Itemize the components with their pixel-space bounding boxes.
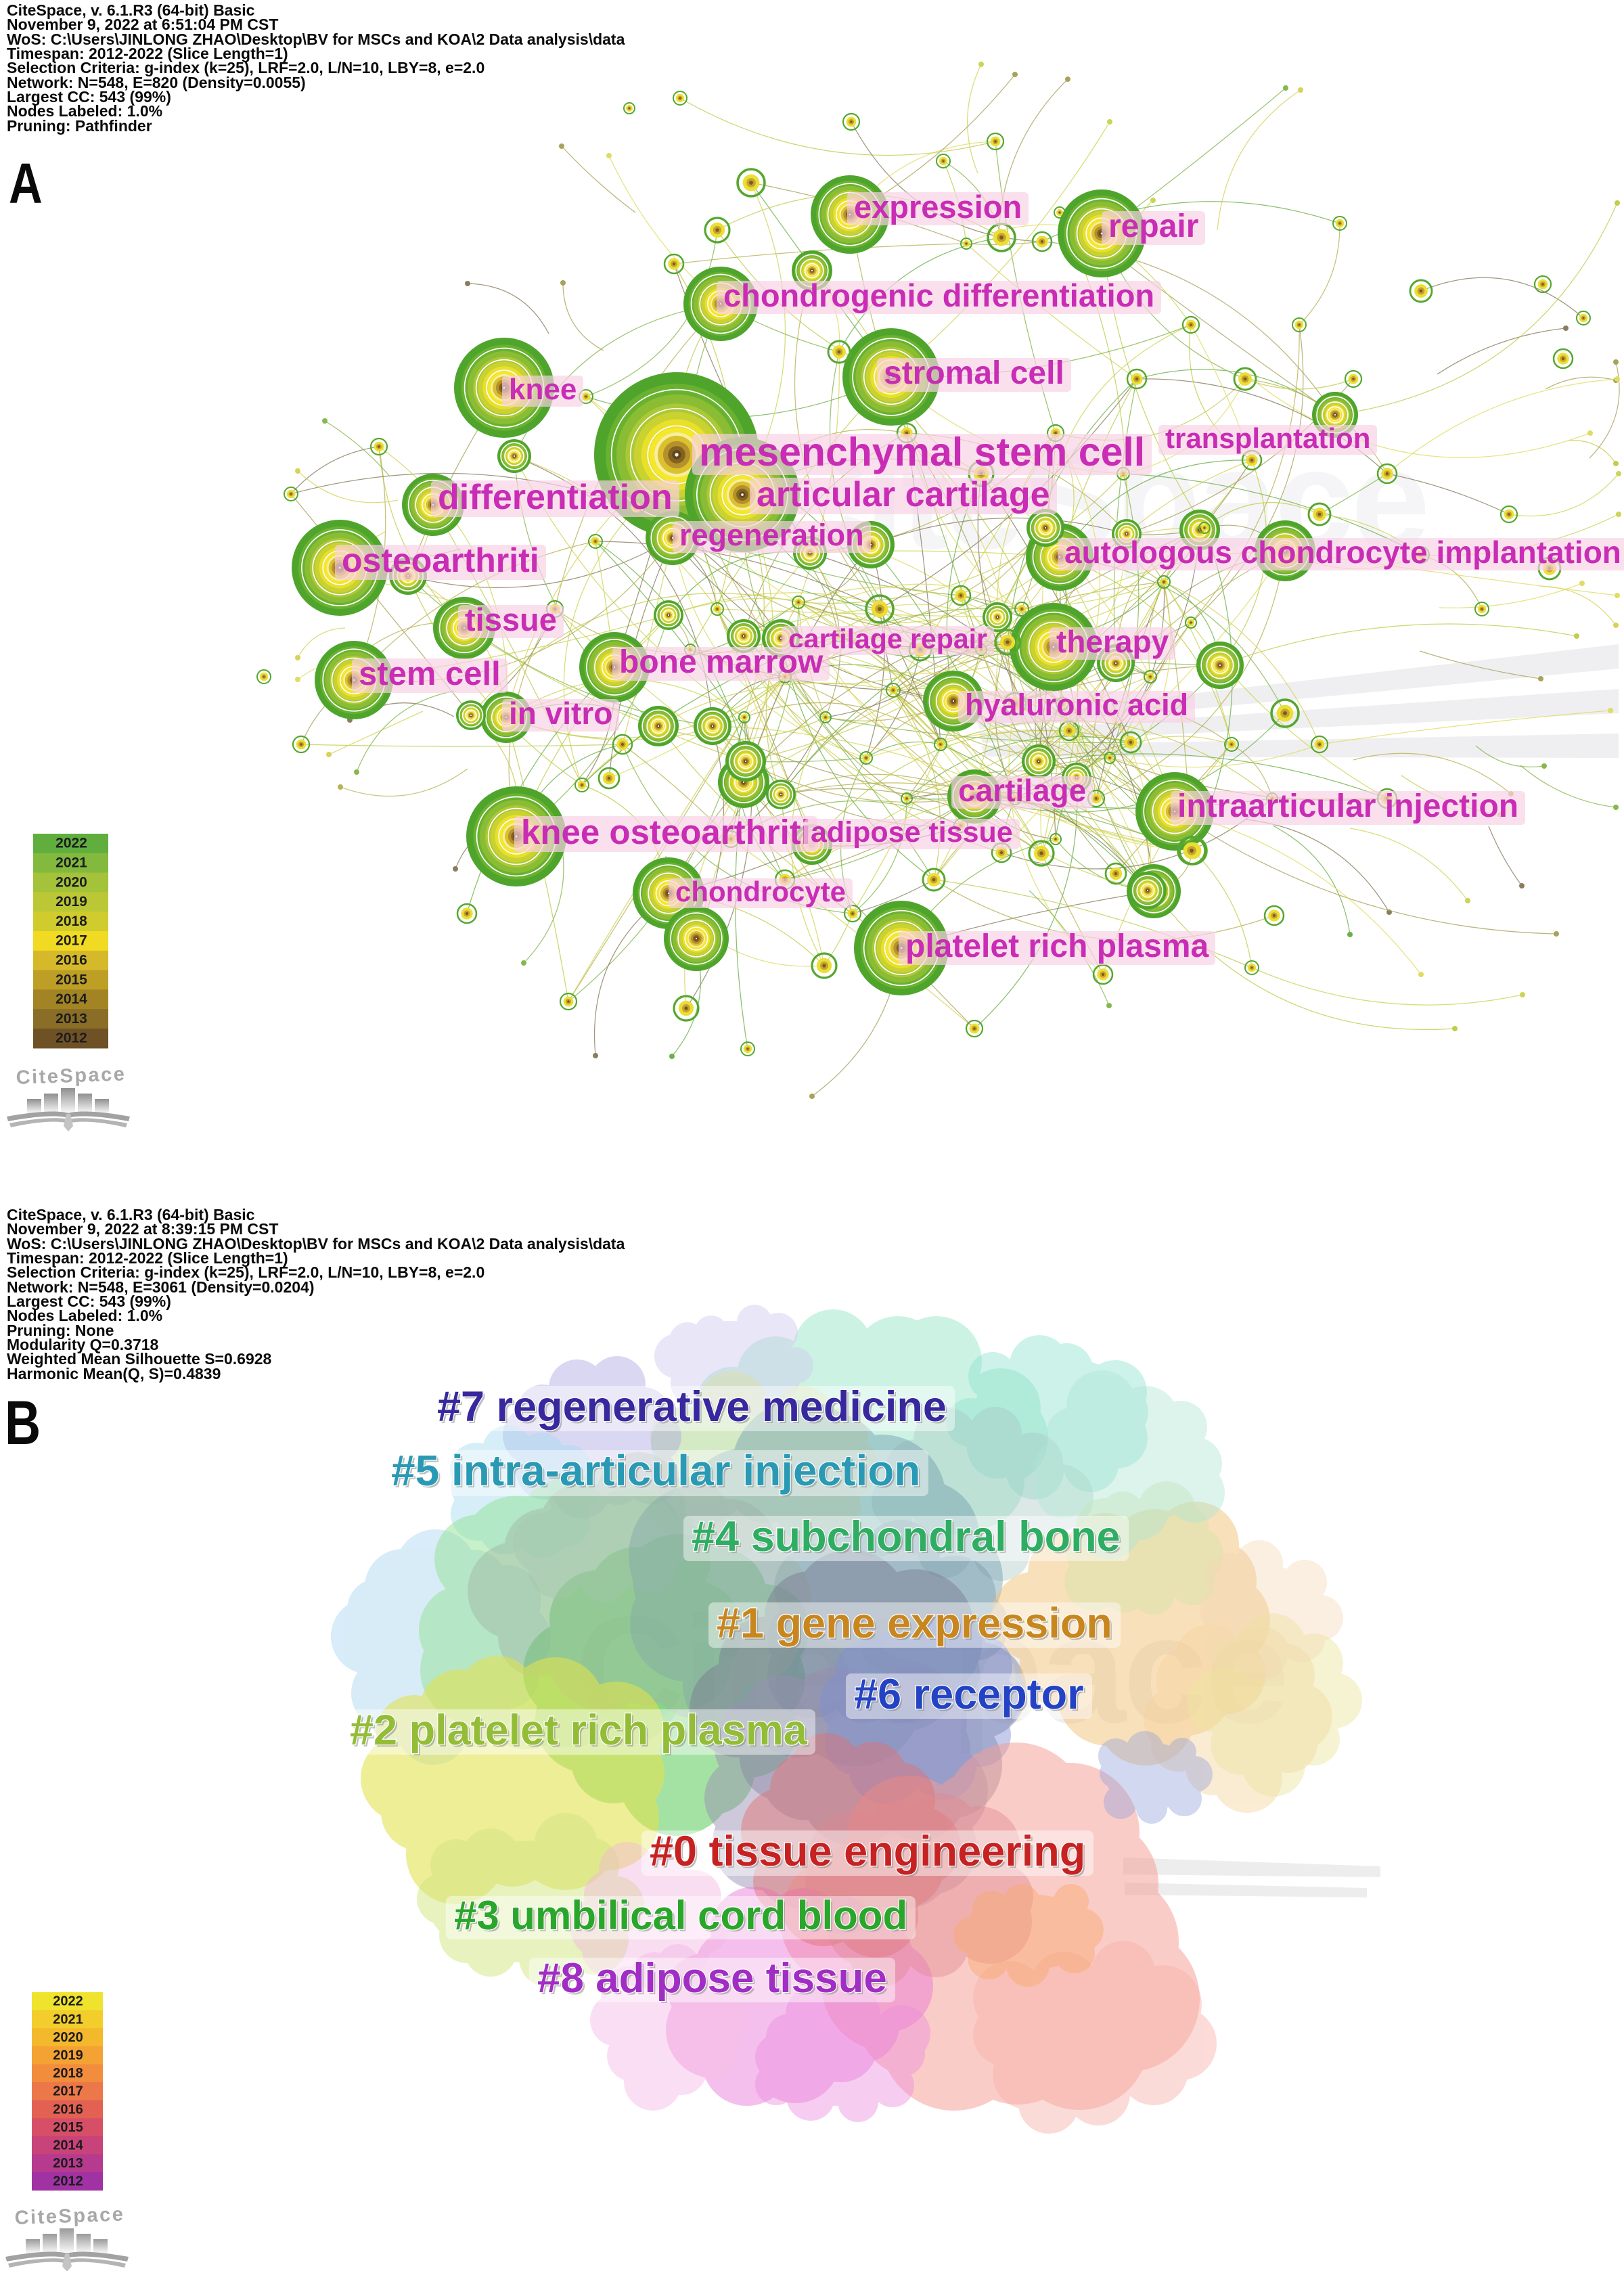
svg-text:hyaluronic acid: hyaluronic acid (965, 688, 1188, 722)
svg-text:2018: 2018 (53, 2066, 83, 2081)
svg-text:cartilage: cartilage (958, 773, 1086, 808)
svg-text:WoS: C:\Users\JINLONG ZHAO\Des: WoS: C:\Users\JINLONG ZHAO\Desktop\BV fo… (7, 1235, 625, 1253)
svg-text:2016: 2016 (55, 953, 87, 968)
svg-text:knee: knee (509, 373, 577, 406)
svg-text:Largest CC: 543 (99%): Largest CC: 543 (99%) (7, 88, 171, 106)
svg-text:#4 subchondral bone: #4 subchondral bone (692, 1513, 1121, 1560)
svg-text:2015: 2015 (53, 2120, 83, 2135)
svg-text:intraarticular injection: intraarticular injection (1177, 788, 1518, 824)
svg-text:#5 intra-articular injection: #5 intra-articular injection (391, 1446, 920, 1495)
svg-text:2013: 2013 (55, 1011, 87, 1027)
svg-text:Pruning: None: Pruning: None (7, 1322, 114, 1339)
svg-text:#3 umbilical cord blood: #3 umbilical cord blood (456, 1895, 909, 1940)
svg-text:CiteSpace: CiteSpace (14, 2203, 125, 2229)
svg-text:chondrocyte: chondrocyte (675, 876, 846, 907)
svg-text:differentiation: differentiation (438, 478, 673, 517)
svg-text:Nodes Labeled: 1.0%: Nodes Labeled: 1.0% (7, 1307, 162, 1324)
svg-text:CiteSpace, v. 6.1.R3 (64-bit): CiteSpace, v. 6.1.R3 (64-bit) Basic (7, 1, 255, 19)
svg-text:expression: expression (854, 189, 1022, 225)
svg-text:#7 regenerative medicine: #7 regenerative medicine (437, 1383, 947, 1431)
svg-text:#3 umbilical cord blood: #3 umbilical cord blood (454, 1893, 907, 1938)
svg-text:2022: 2022 (55, 836, 87, 851)
svg-text:mesenchymal stem cell: mesenchymal stem cell (699, 430, 1145, 474)
svg-text:tissue: tissue (465, 602, 557, 637)
svg-text:platelet rich plasma: platelet rich plasma (905, 928, 1209, 964)
svg-text:transplantation: transplantation (1165, 422, 1370, 454)
svg-text:CiteSpace: CiteSpace (16, 1063, 127, 1089)
svg-text:2022: 2022 (53, 1994, 83, 2009)
svg-text:November 9, 2022 at 6:51:04 PM: November 9, 2022 at 6:51:04 PM CST (7, 16, 278, 33)
svg-text:Selection Criteria: g-index (k: Selection Criteria: g-index (k=25), LRF=… (7, 59, 484, 76)
svg-text:2016: 2016 (53, 2102, 83, 2117)
svg-text:osteoarthriti: osteoarthriti (342, 541, 539, 579)
svg-text:autologous chondrocyte implant: autologous chondrocyte implantation (1064, 535, 1621, 570)
svg-text:#4 subchondral bone: #4 subchondral bone (694, 1515, 1123, 1562)
svg-text:A: A (9, 152, 43, 216)
svg-text:adipose tissue: adipose tissue (811, 816, 1013, 849)
svg-text:Network: N=548, E=3061 (Densit: Network: N=548, E=3061 (Density=0.0204) (7, 1278, 315, 1296)
svg-text:stem cell: stem cell (359, 656, 501, 692)
svg-text:#1 gene expression: #1 gene expression (717, 1600, 1112, 1647)
svg-text:Nodes Labeled: 1.0%: Nodes Labeled: 1.0% (7, 102, 162, 120)
svg-text:November 9, 2022 at 8:39:15 PM: November 9, 2022 at 8:39:15 PM CST (7, 1220, 278, 1238)
svg-text:Weighted Mean Silhouette S=0.6: Weighted Mean Silhouette S=0.6928 (7, 1350, 272, 1368)
svg-text:Timespan: 2012-2022 (Slice Len: Timespan: 2012-2022 (Slice Length=1) (7, 1249, 288, 1267)
svg-text:Network: N=548, E=820 (Density: Network: N=548, E=820 (Density=0.0055) (7, 74, 306, 91)
svg-text:2014: 2014 (53, 2138, 83, 2153)
svg-text:2019: 2019 (55, 894, 87, 909)
svg-text:chondrogenic differentiation: chondrogenic differentiation (723, 277, 1154, 313)
svg-text:2019: 2019 (53, 2048, 83, 2063)
svg-text:knee osteoarthriti: knee osteoarthriti (521, 813, 811, 851)
svg-text:2020: 2020 (55, 874, 87, 890)
svg-text:bone marrow: bone marrow (619, 644, 824, 680)
svg-text:2018: 2018 (55, 914, 87, 929)
svg-text:2020: 2020 (53, 2030, 83, 2045)
svg-text:Modularity Q=0.3718: Modularity Q=0.3718 (7, 1336, 159, 1353)
svg-text:#7 regenerative medicine: #7 regenerative medicine (439, 1385, 949, 1433)
svg-text:articular cartilage: articular cartilage (757, 475, 1050, 514)
svg-text:2012: 2012 (53, 2174, 83, 2189)
svg-text:therapy: therapy (1056, 624, 1169, 659)
svg-text:2017: 2017 (53, 2084, 83, 2099)
svg-text:in vitro: in vitro (509, 696, 612, 731)
svg-text:#0 tissue engineering: #0 tissue engineering (650, 1828, 1085, 1875)
svg-text:repair: repair (1108, 208, 1198, 244)
svg-text:WoS: C:\Users\JINLONG ZHAO\Des: WoS: C:\Users\JINLONG ZHAO\Desktop\BV fo… (7, 30, 625, 48)
svg-text:#8 adipose tissue: #8 adipose tissue (537, 1955, 887, 2002)
svg-text:Harmonic Mean(Q, S)=0.4839: Harmonic Mean(Q, S)=0.4839 (7, 1365, 221, 1382)
svg-text:Selection Criteria: g-index (k: Selection Criteria: g-index (k=25), LRF=… (7, 1263, 484, 1281)
svg-text:2014: 2014 (55, 991, 87, 1007)
svg-text:stromal cell: stromal cell (884, 355, 1064, 391)
svg-text:CiteSpace, v. 6.1.R3 (64-bit): CiteSpace, v. 6.1.R3 (64-bit) Basic (7, 1206, 255, 1223)
svg-text:2021: 2021 (55, 855, 87, 871)
svg-text:2021: 2021 (53, 2012, 83, 2027)
svg-text:#8 adipose tissue: #8 adipose tissue (539, 1957, 889, 2004)
svg-text:2015: 2015 (55, 972, 87, 987)
svg-text:#6 receptor: #6 receptor (854, 1671, 1084, 1718)
svg-text:#2 platelet rich plasma: #2 platelet rich plasma (350, 1707, 808, 1754)
svg-text:regeneration: regeneration (679, 518, 864, 552)
svg-text:B: B (5, 1388, 41, 1458)
svg-text:Timespan: 2012-2022 (Slice Len: Timespan: 2012-2022 (Slice Length=1) (7, 45, 288, 62)
svg-text:2012: 2012 (55, 1031, 87, 1046)
svg-text:Pruning: Pathfinder: Pruning: Pathfinder (7, 117, 152, 135)
svg-text:2017: 2017 (55, 933, 87, 949)
svg-text:#1 gene expression: #1 gene expression (719, 1602, 1114, 1649)
svg-text:#5 intra-articular injection: #5 intra-articular injection (393, 1448, 922, 1497)
svg-text:2013: 2013 (53, 2156, 83, 2171)
svg-text:#6 receptor: #6 receptor (856, 1673, 1086, 1720)
svg-text:#2 platelet rich plasma: #2 platelet rich plasma (352, 1709, 810, 1756)
svg-text:#0 tissue engineering: #0 tissue engineering (652, 1830, 1087, 1877)
svg-text:Largest CC: 543 (99%): Largest CC: 543 (99%) (7, 1292, 171, 1310)
